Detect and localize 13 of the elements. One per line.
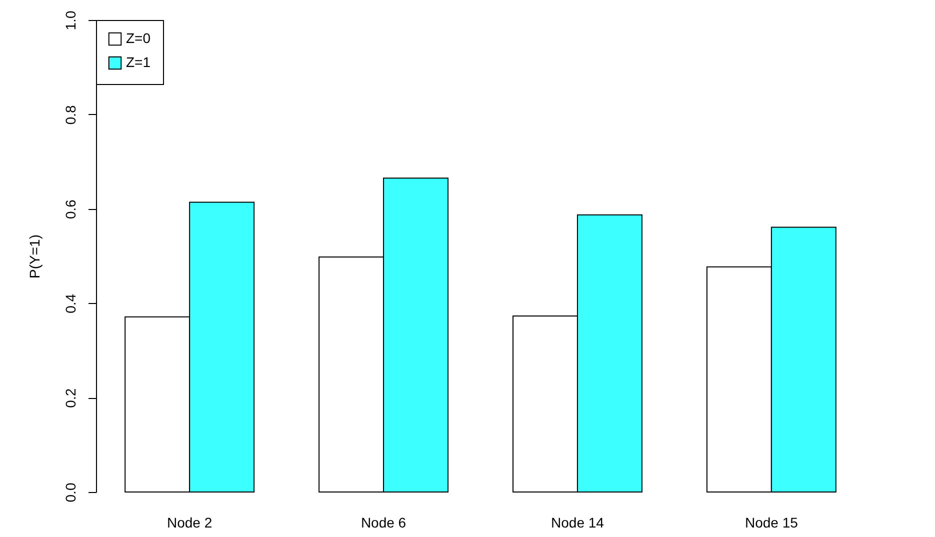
y-tick-label: 1.0	[62, 10, 78, 30]
x-tick-label: Node 2	[167, 514, 212, 530]
legend-label: Z=0	[126, 30, 151, 46]
x-tick-label: Node 14	[551, 514, 604, 530]
y-tick-label: 0.0	[62, 482, 78, 502]
x-tick-label: Node 6	[360, 514, 406, 530]
x-tick-label: Node 15	[744, 514, 798, 530]
y-tick-label: 0.6	[62, 199, 78, 220]
y-tick-label: 0.2	[62, 388, 78, 408]
y-axis-title: P(Y=1)	[26, 234, 42, 278]
y-tick-label: 0.8	[62, 104, 78, 125]
y-tick-label: 0.4	[62, 294, 78, 314]
legend-label: Z=1	[126, 54, 151, 70]
